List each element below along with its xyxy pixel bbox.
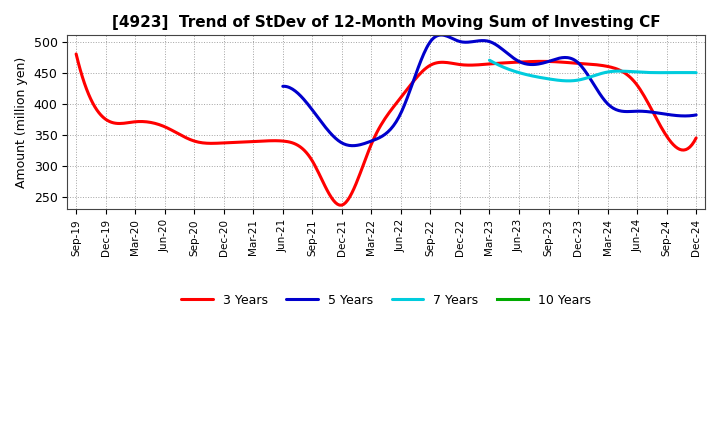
5 Years [527, 62, 536, 67]
Line: 7 Years: 7 Years [490, 60, 696, 81]
5 Years [349, 143, 358, 148]
7 Years [692, 70, 701, 75]
7 Years [660, 70, 669, 75]
5 Years [629, 109, 638, 114]
3 Years [72, 51, 81, 57]
Title: [4923]  Trend of StDev of 12-Month Moving Sum of Investing CF: [4923] Trend of StDev of 12-Month Moving… [112, 15, 660, 30]
5 Years [526, 62, 534, 67]
3 Years [441, 60, 449, 65]
7 Years [486, 58, 495, 63]
7 Years [608, 69, 617, 74]
7 Years [612, 69, 621, 74]
7 Years [485, 58, 494, 63]
5 Years [656, 111, 665, 116]
7 Years [564, 78, 572, 84]
3 Years [636, 87, 644, 92]
3 Years [337, 202, 346, 208]
3 Years [454, 62, 462, 67]
5 Years [438, 33, 446, 38]
7 Years [609, 69, 618, 74]
5 Years [279, 84, 287, 89]
7 Years [673, 70, 682, 75]
Line: 5 Years: 5 Years [283, 35, 696, 146]
5 Years [692, 112, 701, 117]
Line: 3 Years: 3 Years [76, 54, 696, 205]
Legend: 3 Years, 5 Years, 7 Years, 10 Years: 3 Years, 5 Years, 7 Years, 10 Years [176, 289, 596, 312]
3 Years [443, 60, 451, 65]
Y-axis label: Amount (million yen): Amount (million yen) [15, 57, 28, 188]
5 Years [534, 61, 543, 66]
5 Years [280, 84, 289, 89]
3 Years [74, 60, 83, 65]
3 Years [596, 62, 605, 68]
3 Years [692, 136, 701, 141]
